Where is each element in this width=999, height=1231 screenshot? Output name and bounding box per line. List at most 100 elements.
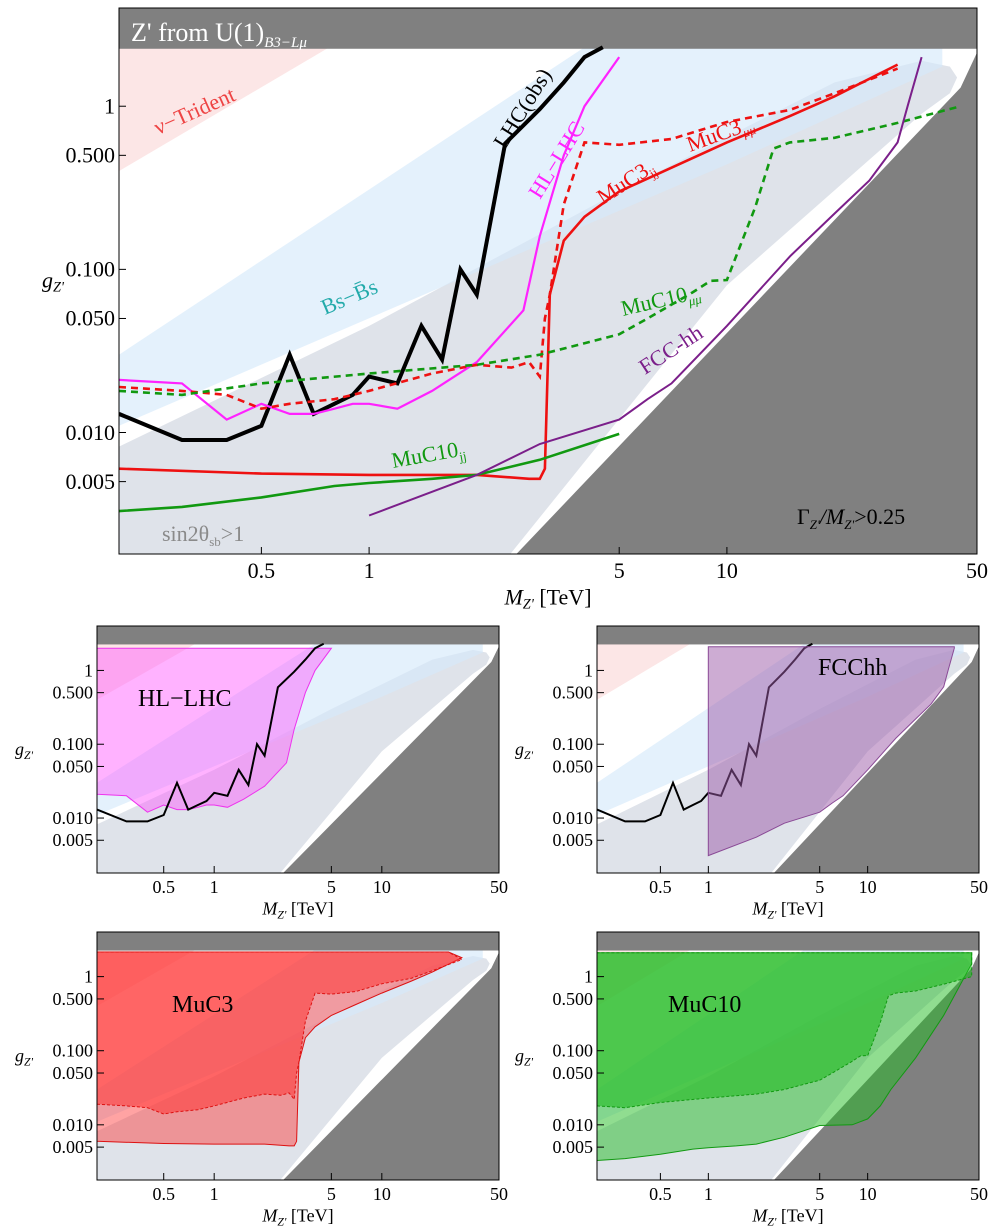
panel-label: FCChh xyxy=(818,655,887,681)
panel-label: MuC10 xyxy=(668,992,741,1018)
x-tick-label: 1 xyxy=(704,1184,713,1204)
y-tick-label: 0.100 xyxy=(53,734,94,754)
main-plot: Z' from U(1)B3−Lμν−TridentBs−B̄ssin2θsb>… xyxy=(42,7,988,613)
x-tick-label: 10 xyxy=(716,558,738,583)
plot-frame xyxy=(118,7,978,555)
x-tick-label: 50 xyxy=(970,1184,988,1204)
plot-frame xyxy=(96,625,500,874)
x-tick-label: 10 xyxy=(859,1184,877,1204)
x-tick-label: 50 xyxy=(970,877,988,897)
plot-area: HL−LHC xyxy=(97,626,499,873)
x-axis-title-sub: Z' xyxy=(767,1215,777,1228)
y-axis-title: gZ' xyxy=(15,739,34,762)
x-axis-title-m: M xyxy=(503,585,524,610)
plot-area: MuC3 xyxy=(97,932,499,1180)
x-tick-label: 1 xyxy=(364,558,375,583)
nu-trident-band xyxy=(119,44,335,172)
model-region-sub: B3−Lμ xyxy=(264,35,307,51)
x-tick-label: 5 xyxy=(815,1184,824,1204)
y-tick-label: 1 xyxy=(84,660,93,680)
x-tick-label: 5 xyxy=(815,877,824,897)
x-axis-title: MZ' [TeV] xyxy=(751,898,823,921)
x-axis-title: MZ' [TeV] xyxy=(261,898,333,921)
y-tick-label: 0.500 xyxy=(53,683,94,703)
y-tick-label: 1 xyxy=(584,660,593,680)
x-axis-title-m: M xyxy=(261,1205,278,1225)
model-region-text: Z' from U(1) xyxy=(131,18,264,47)
y-tick-label: 0.100 xyxy=(66,257,116,282)
y-axis-title-sub: Z' xyxy=(53,280,65,296)
x-tick-label: 10 xyxy=(373,1184,391,1204)
fcchh-band xyxy=(707,646,955,857)
x-tick-label: 0.5 xyxy=(152,1184,175,1204)
y-axis-title-sub: Z' xyxy=(524,749,534,762)
muc10-mumu-band xyxy=(597,952,973,1109)
width-sub1: Z' xyxy=(810,517,820,532)
y-tick-label: 0.050 xyxy=(53,1063,94,1083)
y-axis-title-g: g xyxy=(515,739,524,759)
series-line-hl-lhc xyxy=(119,56,621,421)
x-tick-label: 5 xyxy=(327,877,336,897)
y-axis-title-g: g xyxy=(42,268,53,293)
series-line-muc3-jj xyxy=(119,63,899,481)
y-tick-label: 1 xyxy=(584,967,593,987)
y-axis-title: gZ' xyxy=(515,1045,534,1068)
x-tick-label: 10 xyxy=(859,877,877,897)
x-axis-title-unit: [TeV] xyxy=(534,585,592,610)
y-tick-label: 0.050 xyxy=(553,1063,594,1083)
series-label-muc10-jj-sub: jj xyxy=(457,448,468,464)
x-axis-title: MZ' [TeV] xyxy=(751,1205,823,1228)
hl-lhc-band xyxy=(97,647,333,813)
plot-area: MuC10 xyxy=(597,932,979,1180)
y-tick-label: 0.100 xyxy=(553,1041,594,1061)
model-region-label: Z' from U(1)B3−Lμ xyxy=(131,18,307,51)
x-axis-title-sub: Z' xyxy=(767,908,777,921)
y-tick-label: 0.005 xyxy=(553,1137,594,1157)
y-tick-label: 0.005 xyxy=(53,830,94,850)
x-tick-label: 50 xyxy=(490,1184,508,1204)
x-tick-label: 10 xyxy=(373,877,391,897)
y-axis-title-sub: Z' xyxy=(24,1055,34,1068)
series-label-muc3-mumu-sub: μμ xyxy=(740,122,759,141)
x-axis-title-sub: Z' xyxy=(277,908,287,921)
x-axis-title-unit: [TeV] xyxy=(776,898,823,918)
y-tick-label: 0.010 xyxy=(66,420,116,445)
y-tick-label: 0.005 xyxy=(66,469,116,494)
plot-frame xyxy=(596,931,980,1181)
y-tick-label: 0.100 xyxy=(553,734,594,754)
x-tick-label: 50 xyxy=(490,877,508,897)
x-tick-label: 0.5 xyxy=(649,1184,672,1204)
width-exclusion-region xyxy=(773,952,979,1180)
y-axis-title: gZ' xyxy=(42,268,65,296)
x-axis-title-m: M xyxy=(751,898,768,918)
x-axis-title-m: M xyxy=(751,1205,768,1225)
x-tick-label: 1 xyxy=(210,1184,219,1204)
series-line-muc3- xyxy=(119,67,899,411)
y-axis-title: gZ' xyxy=(15,1045,34,1068)
x-tick-label: 5 xyxy=(327,1184,336,1204)
sin2theta-tail: >1 xyxy=(221,521,244,546)
nu-trident-band xyxy=(97,642,198,700)
width-mid: /M xyxy=(818,504,846,529)
lhc-obs-line xyxy=(97,642,325,823)
x-axis-title-unit: [TeV] xyxy=(286,898,333,918)
x-tick-label: 1 xyxy=(704,877,713,897)
y-tick-label: 0.005 xyxy=(53,1137,94,1157)
x-tick-label: 0.5 xyxy=(248,558,276,583)
model-region-band xyxy=(597,932,979,951)
model-region-band xyxy=(119,8,977,49)
panel-label: HL−LHC xyxy=(138,686,232,712)
y-tick-label: 0.005 xyxy=(553,830,594,850)
y-axis-title-g: g xyxy=(15,739,24,759)
x-tick-label: 50 xyxy=(966,558,988,583)
y-tick-label: 1 xyxy=(104,93,115,118)
y-tick-label: 0.050 xyxy=(553,756,594,776)
model-region-band xyxy=(97,626,499,645)
y-tick-label: 0.100 xyxy=(53,1041,94,1061)
sin2theta-region xyxy=(119,60,958,554)
y-tick-label: 0.050 xyxy=(53,756,94,776)
width-exclusion-region xyxy=(773,646,979,873)
y-axis-title: gZ' xyxy=(515,739,534,762)
